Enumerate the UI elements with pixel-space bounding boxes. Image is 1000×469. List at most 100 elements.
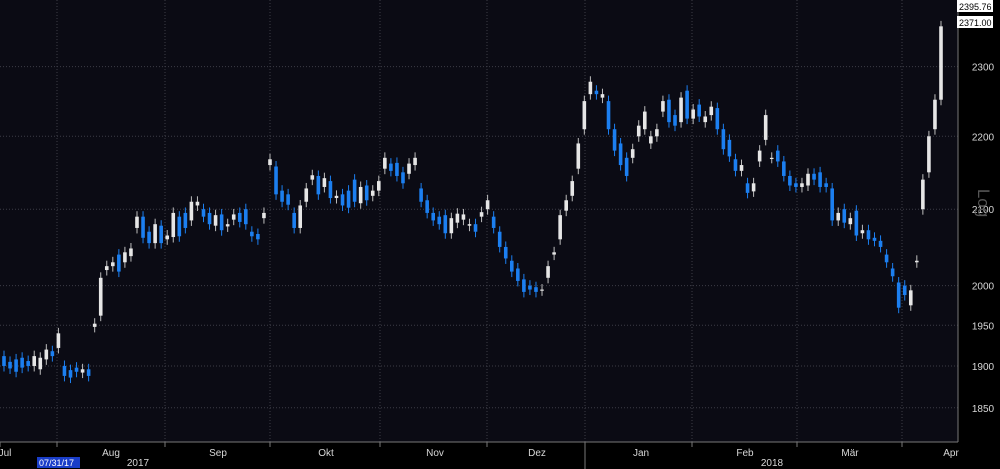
- candle-body: [183, 212, 188, 228]
- candle-body: [443, 215, 448, 234]
- candle: [425, 194, 429, 219]
- candle: [316, 170, 321, 200]
- start-date-badge: 07/31/17: [39, 458, 74, 468]
- candle: [413, 152, 417, 171]
- candle-body: [165, 235, 170, 240]
- candle-body: [636, 125, 641, 137]
- candle-body: [80, 369, 85, 373]
- candle-body: [38, 357, 43, 370]
- candle: [56, 327, 61, 354]
- candle-body: [189, 201, 194, 221]
- candle-body: [395, 162, 399, 176]
- candle: [661, 95, 665, 118]
- candle: [733, 153, 738, 177]
- candle: [691, 104, 695, 125]
- candle: [800, 177, 804, 193]
- plot-background: [0, 0, 958, 442]
- candle: [244, 203, 248, 230]
- candle-body: [757, 150, 762, 162]
- candle: [576, 137, 581, 175]
- candle: [467, 218, 472, 232]
- candle: [310, 169, 315, 186]
- candle-body: [153, 224, 157, 244]
- candle-body: [86, 369, 91, 376]
- candle-body: [812, 173, 816, 180]
- y-tick-label: 2300: [972, 63, 995, 74]
- candle: [455, 208, 460, 229]
- candle-body: [328, 181, 333, 199]
- candle-body: [213, 215, 218, 226]
- candle-body: [552, 252, 556, 255]
- candle: [292, 207, 296, 234]
- candle: [358, 181, 363, 209]
- candle-body: [848, 218, 853, 225]
- y-tick-label: 1900: [972, 362, 995, 373]
- candle-body: [618, 143, 623, 166]
- candle: [655, 123, 659, 142]
- candle-body: [908, 290, 913, 306]
- candle-body: [364, 185, 369, 201]
- candle-body: [256, 234, 260, 240]
- candle: [564, 194, 568, 217]
- candle: [896, 277, 901, 314]
- candle: [401, 166, 405, 189]
- candle-body: [92, 323, 97, 327]
- candle-body: [473, 224, 478, 232]
- candle-body: [171, 212, 176, 238]
- candle-body: [782, 161, 786, 176]
- candle: [630, 143, 635, 164]
- x-month-label: Mär: [841, 448, 859, 459]
- candle-body: [268, 159, 272, 166]
- candle-body: [455, 213, 460, 223]
- candle-body: [939, 26, 943, 100]
- candle: [727, 134, 732, 162]
- candle: [739, 159, 744, 177]
- candle: [461, 208, 466, 226]
- candle: [824, 177, 828, 193]
- candle-body: [467, 224, 472, 226]
- candle-body: [685, 90, 689, 119]
- candle: [129, 242, 133, 262]
- year-label: 2017: [127, 458, 150, 469]
- candle-body: [195, 201, 200, 206]
- candle: [20, 352, 24, 374]
- candle: [104, 260, 109, 276]
- candle-body: [419, 188, 423, 202]
- candle: [473, 218, 478, 238]
- candle: [213, 209, 218, 232]
- candle: [503, 241, 508, 264]
- candle: [848, 212, 853, 230]
- candle: [443, 209, 448, 239]
- candle: [927, 130, 931, 178]
- x-month-label: Jan: [633, 448, 649, 459]
- candle: [697, 99, 701, 122]
- candle-body: [667, 99, 671, 123]
- x-month-label: Aug: [102, 448, 120, 459]
- candle-body: [588, 81, 593, 95]
- start-date-badge-box: [37, 457, 80, 468]
- x-month-label: Nov: [426, 448, 444, 459]
- candle: [842, 203, 847, 229]
- candle: [703, 111, 708, 128]
- price-tag-last-box: [957, 16, 993, 28]
- candle: [612, 123, 617, 157]
- candle-body: [890, 268, 895, 277]
- candle-body: [540, 289, 544, 291]
- candle-body: [691, 109, 695, 119]
- candle-body: [642, 111, 647, 130]
- candle-body: [775, 150, 780, 162]
- candle: [830, 182, 834, 226]
- candle: [818, 166, 822, 193]
- candle: [745, 177, 750, 199]
- price-tag-high: 2395.76: [959, 2, 992, 12]
- y-tick-label: 2000: [972, 282, 995, 293]
- candle-body: [902, 285, 907, 296]
- x-month-label: Feb: [736, 448, 754, 459]
- candle: [522, 273, 526, 298]
- candle-body: [830, 188, 834, 221]
- candle-body: [304, 188, 309, 202]
- candle-body: [800, 183, 804, 187]
- candle-body: [383, 157, 387, 169]
- candle-body: [274, 166, 278, 195]
